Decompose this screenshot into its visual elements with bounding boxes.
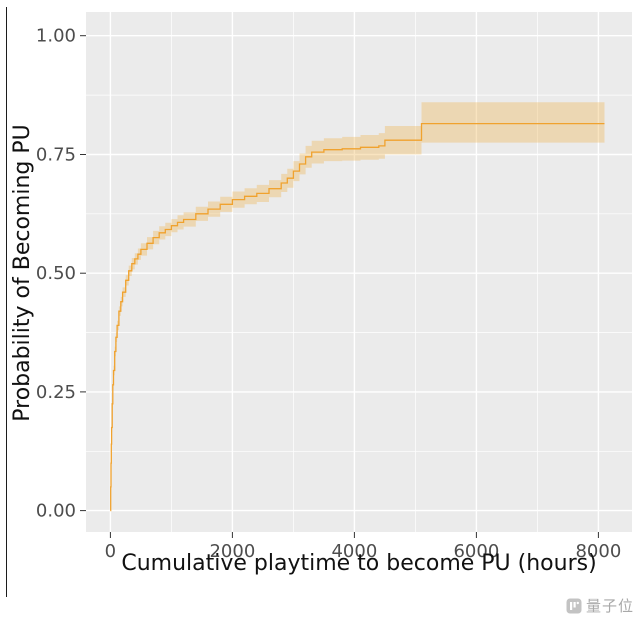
x-tick-label: 0 <box>105 541 116 562</box>
qbitai-logo-icon <box>566 598 582 614</box>
y-tick-label: 0.75 <box>36 145 76 166</box>
plot-panel <box>86 12 632 532</box>
x-tick-label: 4000 <box>331 541 377 562</box>
watermark-label: 量子位 <box>585 597 634 615</box>
x-tick-label: 6000 <box>453 541 499 562</box>
y-tick-label: 0.00 <box>36 501 76 522</box>
confidence-band <box>110 102 605 511</box>
x-axis-title: Cumulative playtime to become PU (hours) <box>121 551 597 576</box>
y-axis-title: Probability of Becoming PU <box>10 124 35 422</box>
watermark: 量子位 <box>566 595 634 616</box>
y-tick-label: 0.25 <box>36 382 76 403</box>
survival-curve-line <box>110 122 605 512</box>
x-tick-label: 8000 <box>575 541 621 562</box>
y-tick-label: 0.50 <box>36 263 76 284</box>
left-border-line <box>6 7 7 597</box>
y-tick-label: 1.00 <box>36 26 76 47</box>
chart-svg: 0 2000 4000 6000 8000 0.00 0.25 0.50 0.75 1.00 <box>36 12 632 562</box>
x-tick-label: 2000 <box>209 541 255 562</box>
